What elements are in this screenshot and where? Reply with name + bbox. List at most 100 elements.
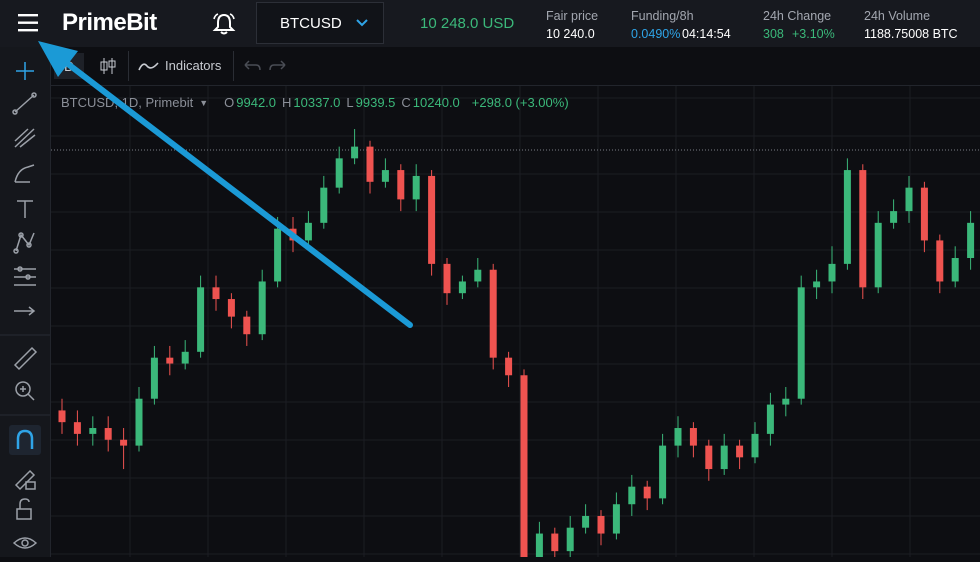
stat-label: 24h Volume (864, 9, 931, 23)
candle-body (936, 240, 944, 282)
stat-extra: 04:14:54 (682, 27, 731, 41)
arrow-tool[interactable] (14, 306, 36, 316)
candle-body (751, 433, 759, 458)
candle-body (181, 351, 189, 364)
legend-label: H (282, 95, 292, 110)
candle-body (689, 428, 697, 446)
candle-body (274, 228, 282, 282)
symbol: BTCUSD (280, 15, 342, 32)
legend-items: O 9942.0 H 10337.0 L 9939.5 C 10240.0 (224, 95, 460, 111)
lock-drawing-tool[interactable] (14, 469, 36, 491)
legend-label: C (401, 95, 411, 110)
candle-body (104, 428, 112, 440)
ruler-tool[interactable] (13, 346, 38, 371)
stat-value: 10 240.0 (546, 27, 595, 41)
candle-body (813, 281, 821, 288)
candle-body (335, 158, 343, 188)
menu-button[interactable] (18, 13, 40, 33)
crosshair-tool[interactable] (16, 62, 34, 80)
candle-body (89, 428, 97, 434)
candle-body (397, 170, 405, 200)
chart-legend: BTCUSD, 1D, Primebit ▼ O 9942.0 H 10337.0 L 99… (61, 95, 569, 111)
candle-body (120, 439, 128, 446)
pattern-tool[interactable] (13, 232, 35, 254)
candle-body (967, 222, 975, 259)
trend-line-tool[interactable] (12, 92, 37, 115)
text-tool[interactable] (17, 200, 33, 218)
candle-body (351, 146, 359, 159)
candle-body (736, 445, 744, 458)
candle-body (320, 187, 328, 223)
stat-value: 0.0490% (631, 27, 681, 41)
candle-body (227, 299, 235, 317)
candles (58, 129, 975, 557)
candle-body (843, 170, 851, 264)
candle-body (720, 445, 728, 470)
candle-body (381, 170, 389, 182)
candle-body (597, 515, 605, 534)
logo[interactable]: PrimeBit (62, 9, 157, 36)
candle-body (674, 428, 682, 446)
candle-body (258, 281, 266, 335)
candle-body (304, 222, 312, 241)
legend-item: L 9939.5 (346, 95, 395, 111)
header: PrimeBit BTCUSD 10 248.0 USD Fair price … (0, 0, 980, 47)
drawing-tools (0, 47, 51, 557)
candle-body (166, 357, 174, 364)
candle-body (782, 398, 790, 405)
grid (51, 86, 980, 557)
prediction-tool[interactable] (14, 266, 36, 286)
indicators-icon (138, 62, 159, 71)
stat-label: 24h Change (763, 9, 832, 23)
legend-value: 9939.5 (355, 95, 396, 110)
candle-body (520, 375, 528, 557)
candle-body (73, 422, 81, 434)
candle-body (920, 187, 928, 241)
candle-body (474, 269, 482, 282)
dropdown-icon (356, 19, 368, 27)
undo-redo[interactable] (242, 59, 288, 73)
candle-body (551, 533, 559, 552)
legend-item: C 10240.0 (401, 95, 459, 111)
visibility-tool[interactable] (12, 537, 38, 549)
zoom-tool[interactable] (15, 381, 35, 401)
stat-value: 1188.75008 BTC (864, 27, 958, 41)
chart-type-button[interactable] (98, 56, 118, 76)
legend-caret: ▼ (199, 98, 209, 108)
candle-body (150, 357, 158, 399)
legend-value: 9942.0 (236, 95, 277, 110)
last-price: 10 248.0 USD (420, 15, 515, 32)
indicators-button[interactable]: Indicators (165, 58, 222, 73)
candle-body (535, 533, 543, 557)
legend-title[interactable]: BTCUSD, 1D, Primebit (61, 95, 194, 110)
candle-body (489, 269, 497, 358)
candle-body (289, 228, 297, 241)
candle-body (859, 170, 867, 288)
candle-body (612, 504, 620, 534)
fork-tool[interactable] (14, 128, 36, 148)
alerts-button[interactable] (212, 12, 236, 36)
candle-body (428, 175, 436, 264)
unlock-tool[interactable] (16, 498, 32, 520)
candle-body (797, 287, 805, 399)
candle-body (951, 258, 959, 282)
candle-body (905, 187, 913, 212)
brush-tool[interactable] (14, 164, 35, 183)
magnet-tool[interactable] (9, 425, 41, 455)
legend-item: O 9942.0 (224, 95, 276, 111)
chart-toolbar: D Indicators (50, 47, 980, 86)
candle-body (412, 175, 420, 200)
interval-button[interactable]: D (54, 53, 84, 79)
symbol-select[interactable]: BTCUSD (256, 2, 384, 44)
stat-extra: +3.10% (792, 27, 835, 41)
candle-body (766, 404, 774, 434)
candle-body (458, 281, 466, 294)
legend-label: O (224, 95, 235, 110)
legend-item: H 10337.0 (282, 95, 340, 111)
candle-body (443, 263, 451, 294)
candle-body (628, 486, 636, 505)
candle-body (197, 287, 205, 352)
candle-body (135, 398, 143, 446)
candle-body (505, 357, 513, 376)
